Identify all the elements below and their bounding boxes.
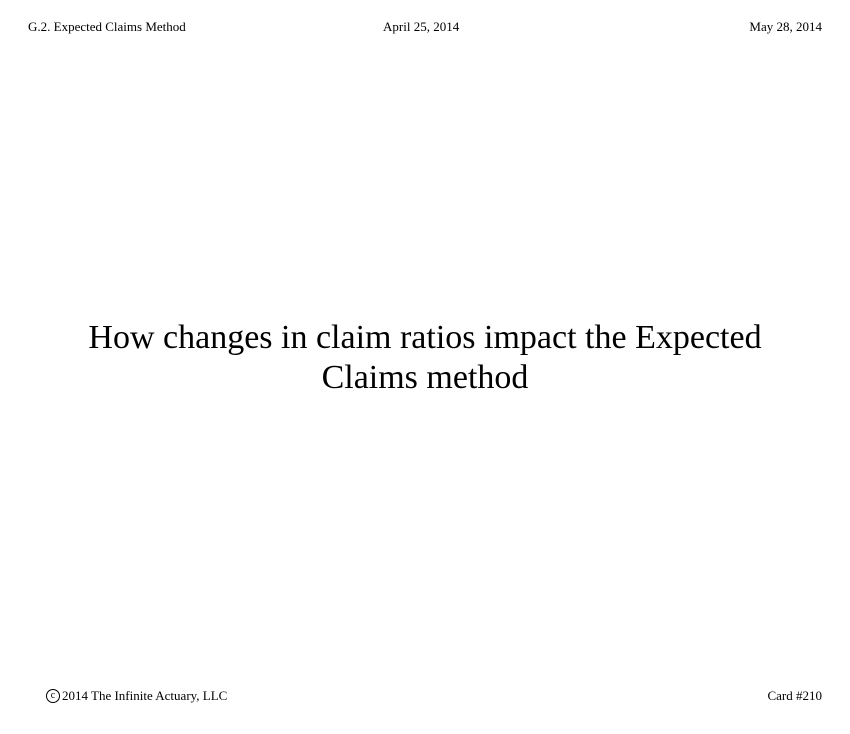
section-title: G.2. Expected Claims Method (28, 19, 186, 34)
card-number: Card #210 (767, 688, 822, 703)
copyright-text: 2014 The Infinite Actuary, LLC (62, 688, 228, 703)
copyright-icon: c (46, 689, 60, 703)
card-title: How changes in claim ratios impact the E… (40, 318, 810, 398)
date-created: April 25, 2014 (383, 19, 460, 34)
card-title-line-2: Claims method (321, 359, 529, 396)
card-title-line-1: How changes in claim ratios impact the E… (88, 319, 762, 356)
copyright-notice: c 2014 The Infinite Actuary, LLC (46, 688, 227, 704)
date-revised: May 28, 2014 (749, 19, 822, 34)
